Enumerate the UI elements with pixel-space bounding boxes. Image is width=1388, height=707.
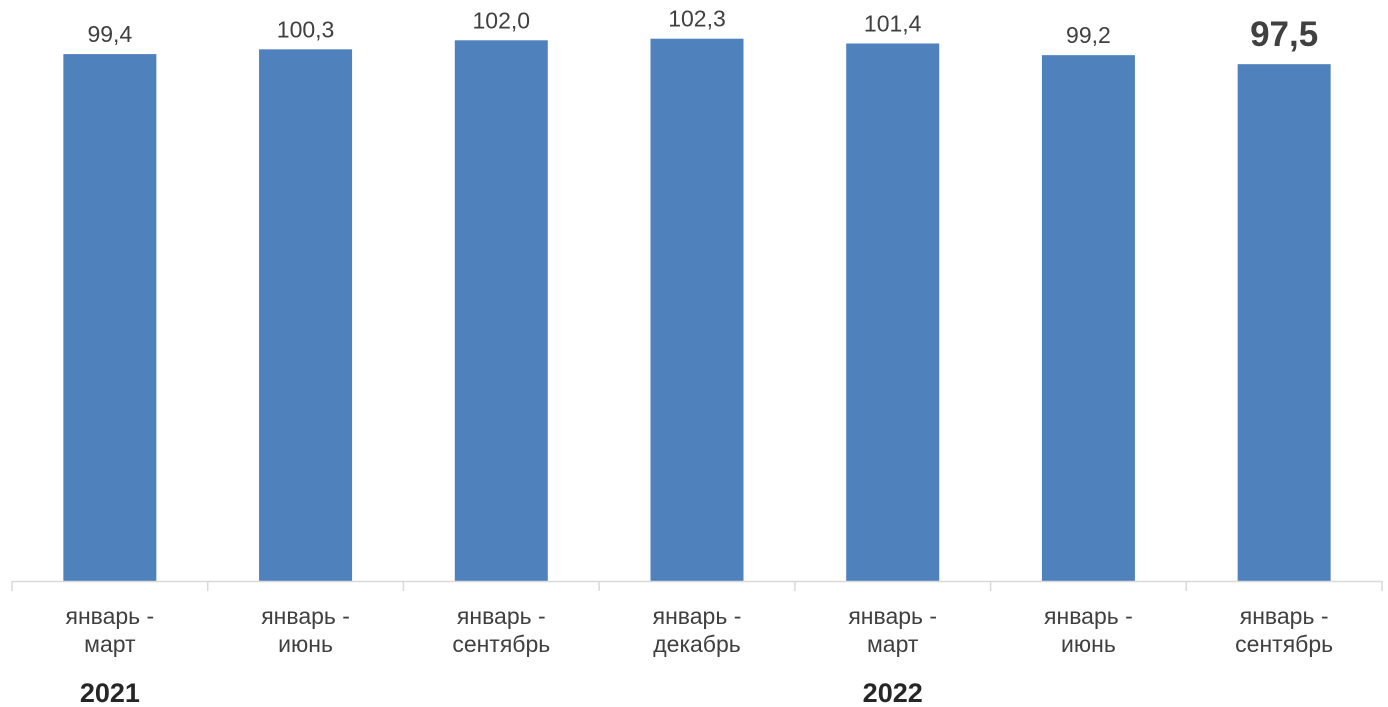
year-labels-group: 2021 2022 [80, 678, 923, 707]
year-label: 2022 [863, 678, 923, 707]
bar [1041, 55, 1135, 582]
bars-group [63, 38, 1331, 582]
bar [454, 40, 548, 582]
bar [63, 54, 157, 581]
bar [846, 43, 940, 581]
category-label: январь -март [848, 603, 937, 657]
year-label: 2021 [80, 678, 140, 707]
category-label: январь -сентябрь [452, 603, 550, 657]
bar-value-label: 99,2 [1066, 22, 1111, 48]
bar-value-label: 102,0 [473, 7, 531, 33]
category-labels-group: январь -март январь -июнь январь -сентябрь… [65, 603, 1333, 657]
x-axis-ticks-group [11, 581, 1383, 591]
bar-value-label: 99,4 [87, 21, 132, 47]
category-label: январь -июнь [1044, 603, 1133, 657]
category-label: январь -март [65, 603, 154, 657]
category-label: январь -июнь [261, 603, 350, 657]
bar-value-label: 100,3 [277, 16, 335, 42]
category-label: январь -сентябрь [1235, 603, 1333, 657]
value-labels-group: 99,4 100,3 102,0 102,3 101,4 99,2 97,5 [87, 6, 1318, 54]
bar [650, 38, 744, 581]
bar [1237, 64, 1331, 582]
bar-value-label: 102,3 [668, 6, 726, 32]
bar-value-label: 97,5 [1250, 15, 1318, 54]
category-label: январь -декабрь [653, 603, 742, 657]
bar-value-label: 101,4 [864, 10, 922, 36]
bar [259, 49, 353, 581]
